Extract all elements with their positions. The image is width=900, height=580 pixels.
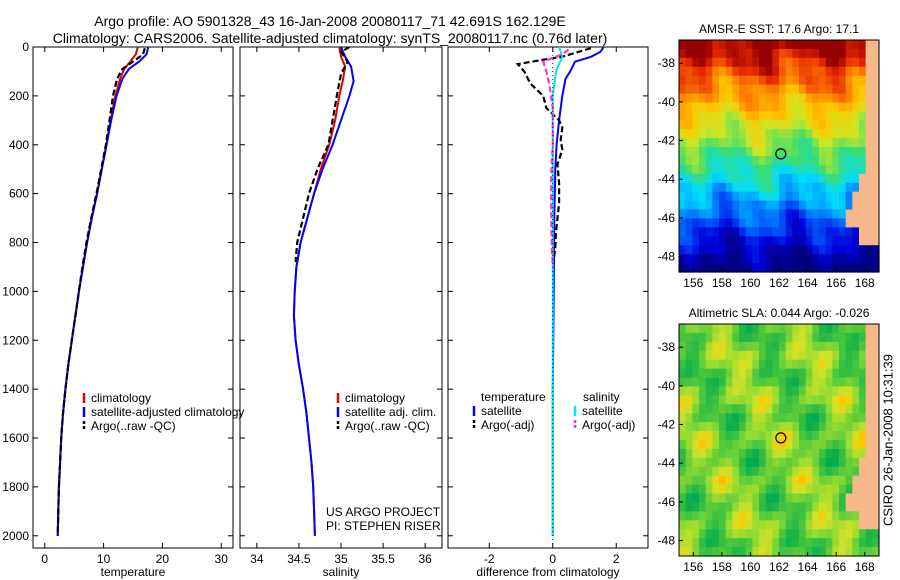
sla_map-xtick-label: 168 bbox=[855, 560, 875, 574]
temperature-xlabel: temperature bbox=[101, 565, 166, 579]
sla_map-ytick-label: -46 bbox=[658, 495, 676, 509]
sst_map-title: AMSR-E SST: 17.6 Argo: 17.1 bbox=[699, 22, 859, 36]
difference-axes-frame bbox=[447, 46, 649, 549]
sst_map-xtick-label: 164 bbox=[798, 276, 818, 290]
sst_map-argo-marker bbox=[775, 148, 787, 160]
temperature-series-argo-raw-qc- bbox=[56, 47, 146, 536]
sla_map-title: Altimetric SLA: 0.044 Argo: -0.026 bbox=[689, 306, 870, 320]
sst_map-xtick-label: 168 bbox=[855, 276, 875, 290]
temperature-ytick-label: 1000 bbox=[2, 284, 29, 298]
sla_map-ytick-label: -48 bbox=[658, 534, 676, 548]
sst_map-xtick-label: 166 bbox=[826, 276, 846, 290]
difference-series-satellite bbox=[551, 47, 605, 536]
sst_map-ytick-label: -38 bbox=[658, 56, 676, 70]
sla_map-grid bbox=[679, 324, 880, 557]
legend-diff-temp-satellite-label: satellite bbox=[481, 404, 522, 418]
sla_map-xtick-label: 162 bbox=[769, 560, 789, 574]
sst_map-xtick-label: 158 bbox=[712, 276, 732, 290]
salinity-xtick-label: 36 bbox=[418, 552, 432, 566]
temperature-ytick-label: 1400 bbox=[2, 382, 29, 396]
legend-sal-argo-label: Argo(..raw -QC) bbox=[345, 419, 430, 433]
legend-diff-temperature-header: temperature bbox=[481, 390, 546, 404]
legend-sal-satellite-label: satellite adj. clim. bbox=[345, 405, 436, 419]
sla_map-xtick-label: 156 bbox=[683, 560, 703, 574]
legend-diff-salinity-header: salinity bbox=[583, 390, 620, 404]
legend-diff-temp-argo-label: Argo(-adj) bbox=[481, 418, 534, 432]
sla_map-ytick-label: -42 bbox=[658, 418, 676, 432]
difference-xlabel: difference from climatology bbox=[476, 565, 619, 579]
sst_map-grid bbox=[679, 40, 880, 273]
salinity-xtick-label: 34.5 bbox=[287, 552, 311, 566]
temperature-ytick-label: 1800 bbox=[2, 480, 29, 494]
difference-xtick-label: 2 bbox=[613, 552, 620, 566]
figure-subtitle: Climatology: CARS2006. Satellite-adjuste… bbox=[52, 30, 608, 46]
sla_map-xtick-label: 160 bbox=[740, 560, 760, 574]
temperature-ytick-label: 1600 bbox=[2, 431, 29, 445]
timestamp-stamp: CSIRO 26-Jan-2008 10:31:39 bbox=[880, 354, 896, 526]
temperature-ytick-label: 1200 bbox=[2, 333, 29, 347]
sst_map-ytick-label: -48 bbox=[658, 250, 676, 264]
sla_map-xtick-label: 158 bbox=[712, 560, 732, 574]
figure-title: Argo profile: AO 5901328_43 16-Jan-2008 … bbox=[94, 13, 566, 29]
difference-xtick-label: -2 bbox=[484, 552, 495, 566]
temperature-series-climatology bbox=[56, 47, 139, 536]
difference-xtick-label: 0 bbox=[549, 552, 556, 566]
sst_map-xtick-label: 160 bbox=[740, 276, 760, 290]
salinity-series-satellite-adj-clim- bbox=[292, 47, 355, 536]
salinity-xtick-label: 35 bbox=[334, 552, 348, 566]
sla_map-argo-marker bbox=[775, 432, 787, 444]
sst_map-ytick-label: -40 bbox=[658, 95, 676, 109]
sst_map-ytick-label: -44 bbox=[658, 172, 676, 186]
salinity-xtick-label: 35.5 bbox=[371, 552, 395, 566]
sla_map-ytick-label: -38 bbox=[658, 340, 676, 354]
difference-series-argo-adj- bbox=[541, 48, 570, 268]
sla_map-ytick-label: -44 bbox=[658, 456, 676, 470]
temperature-xtick-label: 20 bbox=[156, 552, 170, 566]
sst_map-ytick-label: -42 bbox=[658, 134, 676, 148]
salinity-series-argo-raw-qc- bbox=[294, 47, 350, 263]
temperature-ytick-label: 2000 bbox=[2, 529, 29, 543]
temperature-ytick-label: 600 bbox=[9, 187, 29, 201]
legend-temp-argo-label: Argo(..raw -QC) bbox=[91, 419, 176, 433]
temperature-xtick-label: 30 bbox=[215, 552, 229, 566]
project-line-1: US ARGO PROJECT bbox=[326, 505, 441, 519]
project-line-2: PI: STEPHEN RISER bbox=[326, 519, 441, 533]
legend-diff-sal-argo-label: Argo(-adj) bbox=[582, 418, 635, 432]
sst_map-ytick-label: -46 bbox=[658, 211, 676, 225]
salinity-xlabel: salinity bbox=[323, 565, 360, 579]
temperature-ytick-label: 800 bbox=[9, 236, 29, 250]
temperature-series-satellite-adjusted-climatology bbox=[56, 47, 150, 536]
legend-temp-satellite-label: satellite-adjusted climatology bbox=[91, 405, 244, 419]
legend-temp-climatology-label: climatology bbox=[91, 391, 151, 405]
difference-series-argo-adj- bbox=[515, 47, 592, 268]
legend-diff-sal-satellite-label: satellite bbox=[582, 404, 623, 418]
temperature-xtick-label: 10 bbox=[97, 552, 111, 566]
temperature-ytick-label: 200 bbox=[9, 89, 29, 103]
sla_map-xtick-label: 164 bbox=[798, 560, 818, 574]
sla_map-ytick-label: -40 bbox=[658, 379, 676, 393]
temperature-axes-frame bbox=[32, 46, 234, 549]
temperature-xtick-label: 0 bbox=[41, 552, 48, 566]
sst_map-xtick-label: 162 bbox=[769, 276, 789, 290]
temperature-ytick-label: 0 bbox=[22, 40, 29, 54]
sst_map-xtick-label: 156 bbox=[683, 276, 703, 290]
salinity-series-climatology bbox=[292, 47, 347, 536]
sla_map-xtick-label: 166 bbox=[826, 560, 846, 574]
temperature-ytick-label: 400 bbox=[9, 138, 29, 152]
legend-sal-climatology-label: climatology bbox=[345, 391, 405, 405]
salinity-xtick-label: 34 bbox=[250, 552, 264, 566]
